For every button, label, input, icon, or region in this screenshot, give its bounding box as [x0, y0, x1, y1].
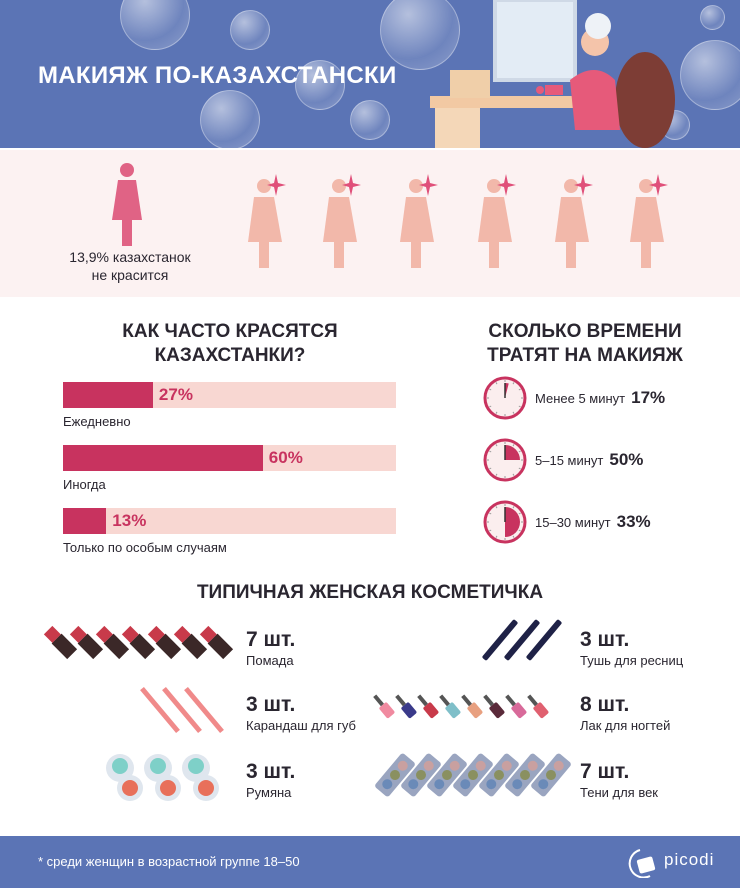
eyeshadow-icon — [375, 753, 415, 797]
cosmetic-count: 3 шт. — [246, 760, 296, 783]
woman-with-makeup-icon — [323, 174, 361, 268]
frequency-bar: 13% — [63, 508, 396, 534]
woman-with-makeup-icon — [400, 174, 438, 268]
frequency-title: КАК ЧАСТО КРАСЯТСЯ КАЗАХСТАНКИ? — [80, 320, 380, 368]
woman-with-makeup-icon — [478, 174, 516, 268]
nail-polish-icon — [395, 694, 417, 719]
cosmetic-count: 3 шт. — [580, 628, 630, 651]
frequency-bar-label: Иногда — [63, 477, 106, 492]
cosmetic-label: Румяна — [246, 785, 292, 800]
woman-with-makeup-icon — [248, 174, 286, 268]
eyeshadow-icon — [427, 753, 467, 797]
lip-pencil-icon — [140, 686, 180, 734]
clock-wedge — [505, 383, 509, 398]
lip-pencil-icon — [184, 686, 224, 734]
clock-icon — [483, 500, 527, 544]
time-label: 15–30 минут — [535, 515, 611, 530]
nail-polish-icon — [505, 694, 527, 719]
eyeshadow-icon — [479, 753, 519, 797]
woman-no-makeup-icon — [112, 163, 142, 246]
time-label: Менее 5 минут — [535, 391, 626, 406]
mascara-icon — [526, 619, 562, 661]
cosmetic-count: 7 шт. — [246, 628, 296, 651]
time-percent: 33% — [616, 512, 651, 531]
lipstick-icon — [147, 625, 182, 660]
header-banner: МАКИЯЖ ПО-КАЗАХСТАНСКИ — [0, 0, 740, 148]
clock-wedge — [505, 445, 520, 460]
time-item: 15–30 минут 33% — [535, 512, 651, 532]
picodi-logo-icon — [628, 849, 656, 878]
time-percent: 50% — [609, 450, 644, 469]
mascara-icon — [504, 619, 540, 661]
time-title: СКОЛЬКО ВРЕМЕНИ ТРАТЯТ НА МАКИЯЖ — [470, 320, 700, 368]
frequency-title-line-1: КАК ЧАСТО КРАСЯТСЯ — [122, 321, 338, 342]
time-label: 5–15 минут — [535, 453, 604, 468]
time-item: Менее 5 минут 17% — [535, 388, 665, 408]
frequency-title-line-2: КАЗАХСТАНКИ? — [154, 345, 306, 366]
nail-polish-icon — [373, 694, 395, 719]
footnote: * среди женщин в возрастной группе 18–50 — [38, 854, 300, 869]
frequency-bar-label: Ежедневно — [63, 414, 131, 429]
nail-polish-icon — [483, 694, 505, 719]
lip-pencil-icon — [162, 686, 202, 734]
cosmetic-label: Лак для ногтей — [580, 718, 671, 733]
time-title-line-2: ТРАТЯТ НА МАКИЯЖ — [487, 345, 683, 366]
frequency-bar-percent: 27% — [158, 385, 193, 404]
cosmetic-label: Помада — [246, 653, 294, 668]
clock-icon — [483, 376, 527, 420]
nail-polish-icon — [527, 694, 549, 719]
cosmetic-count: 8 шт. — [580, 693, 630, 716]
eyeshadow-icon — [505, 753, 545, 797]
eyeshadow-icon — [531, 753, 571, 797]
frequency-bar-percent: 60% — [268, 448, 303, 467]
woman-with-makeup-icon — [555, 174, 593, 268]
blush-icon — [106, 754, 143, 801]
cosmetic-count: 3 шт. — [246, 693, 296, 716]
women-pictogram-section: 13,9% казахстанок не красится — [0, 150, 740, 297]
cosmetic-label: Тушь для ресниц — [580, 653, 684, 668]
lipstick-icon — [121, 625, 156, 660]
lipstick-icon — [69, 625, 104, 660]
frequency-bar: 27% — [63, 382, 396, 408]
nail-polish-icon — [417, 694, 439, 719]
clock-icon — [483, 438, 527, 482]
frequency-bar-label: Только по особым случаям — [63, 540, 227, 555]
lipstick-icon — [199, 625, 234, 660]
time-item: 5–15 минут 50% — [535, 450, 643, 470]
frequency-bar-fill — [63, 508, 107, 534]
eyeshadow-icon — [401, 753, 441, 797]
footer: * среди женщин в возрастной группе 18–50… — [0, 836, 740, 888]
cosmetics-title: ТИПИЧНАЯ ЖЕНСКАЯ КОСМЕТИЧКА — [196, 582, 544, 603]
eyeshadow-icon — [453, 753, 493, 797]
no-makeup-line-1: 13,9% казахстанок — [69, 249, 191, 265]
clock-wedge — [505, 507, 520, 537]
time-title-line-1: СКОЛЬКО ВРЕМЕНИ — [488, 321, 682, 342]
frequency-bar: 60% — [63, 445, 396, 471]
frequency-bar-percent: 13% — [112, 511, 147, 530]
time-percent: 17% — [631, 388, 666, 407]
mascara-icon — [482, 619, 518, 661]
blush-icon — [182, 754, 219, 801]
blush-icon — [144, 754, 181, 801]
nail-polish-icon — [461, 694, 483, 719]
lipstick-icon — [95, 625, 130, 660]
cosmetics-illustrations — [43, 619, 571, 801]
woman-with-makeup-icon — [630, 174, 668, 268]
cosmetic-count: 7 шт. — [580, 760, 630, 783]
picodi-logo-text: picodi — [664, 850, 715, 869]
no-makeup-line-2: не красится — [91, 267, 169, 283]
cosmetic-label: Карандаш для губ — [246, 718, 356, 733]
lipstick-icon — [173, 625, 208, 660]
no-makeup-caption: 13,9% казахстанок не красится — [55, 248, 205, 284]
frequency-bar-fill — [63, 382, 153, 408]
lipstick-icon — [43, 625, 78, 660]
page-title: МАКИЯЖ ПО-КАЗАХСТАНСКИ — [38, 62, 397, 89]
frequency-bar-fill — [63, 445, 263, 471]
makeup-woman-illustration — [430, 0, 675, 148]
nail-polish-icon — [439, 694, 461, 719]
cosmetic-label: Тени для век — [580, 785, 658, 800]
